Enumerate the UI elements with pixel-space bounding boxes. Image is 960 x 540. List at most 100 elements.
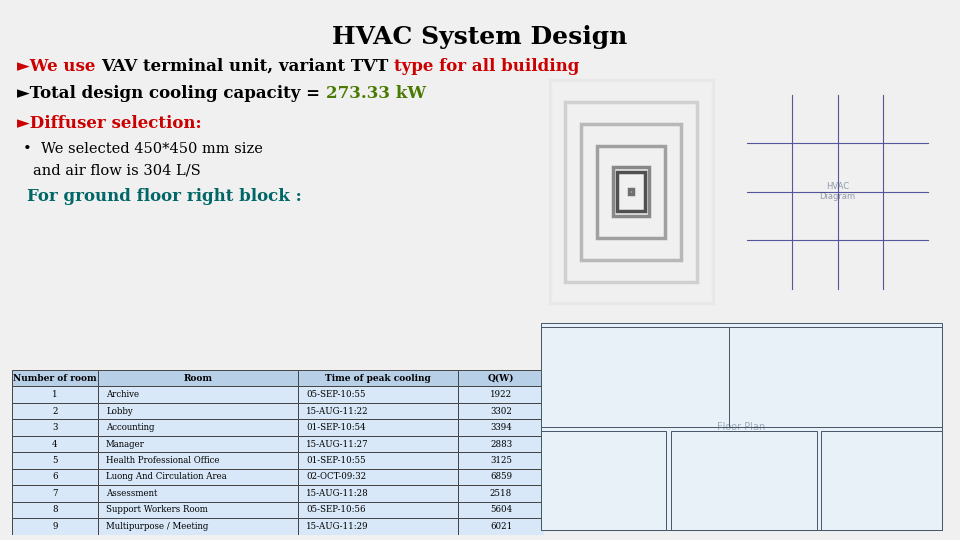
Bar — [541, 431, 666, 530]
Bar — [298, 403, 458, 419]
Bar — [821, 431, 942, 530]
Bar — [12, 419, 98, 436]
Bar — [298, 387, 458, 403]
Text: Support Workers Room: Support Workers Room — [107, 505, 208, 515]
Text: Number of room: Number of room — [13, 374, 97, 383]
Text: 15-AUG-11:22: 15-AUG-11:22 — [306, 407, 369, 416]
Bar — [458, 502, 544, 518]
Text: 15-AUG-11:27: 15-AUG-11:27 — [306, 440, 369, 449]
Bar — [12, 403, 98, 419]
Bar — [98, 453, 298, 469]
Bar — [12, 370, 98, 387]
Bar — [613, 167, 649, 216]
Bar — [458, 387, 544, 403]
Bar — [671, 431, 817, 530]
Bar — [12, 485, 98, 502]
Text: Lobby: Lobby — [107, 407, 132, 416]
Bar — [98, 436, 298, 453]
Bar — [98, 370, 298, 387]
Text: Floor Plan: Floor Plan — [717, 422, 766, 431]
Text: HVAC
Diagram: HVAC Diagram — [820, 182, 855, 201]
Bar — [12, 469, 98, 485]
Bar — [458, 436, 544, 453]
Bar — [298, 518, 458, 535]
Bar — [98, 469, 298, 485]
Text: Health Professional Office: Health Professional Office — [107, 456, 220, 465]
Bar — [12, 502, 98, 518]
Text: 1: 1 — [52, 390, 58, 399]
Text: 2518: 2518 — [490, 489, 512, 498]
Bar — [12, 436, 98, 453]
Bar — [565, 102, 697, 282]
Text: Time of peak cooling: Time of peak cooling — [324, 374, 431, 383]
Text: 4: 4 — [52, 440, 58, 449]
Bar — [98, 419, 298, 436]
Text: ►Diffuser selection:: ►Diffuser selection: — [17, 115, 202, 132]
Bar — [630, 189, 633, 194]
Bar — [458, 469, 544, 485]
Bar — [298, 453, 458, 469]
Bar — [98, 502, 298, 518]
Text: 01-SEP-10:55: 01-SEP-10:55 — [306, 456, 366, 465]
Text: ►Total design cooling capacity =: ►Total design cooling capacity = — [17, 85, 326, 102]
Text: 2883: 2883 — [490, 440, 512, 449]
Text: 5: 5 — [52, 456, 58, 465]
Bar — [98, 518, 298, 535]
Bar — [729, 327, 942, 427]
Bar — [458, 485, 544, 502]
Bar — [582, 124, 681, 260]
Text: For ground floor right block :: For ground floor right block : — [27, 188, 302, 205]
Bar — [98, 403, 298, 419]
Text: 5604: 5604 — [490, 505, 512, 515]
Bar — [12, 518, 98, 535]
Text: 273.33 kW: 273.33 kW — [326, 85, 426, 102]
Text: 9: 9 — [52, 522, 58, 531]
Text: 3302: 3302 — [491, 407, 512, 416]
Bar — [298, 485, 458, 502]
Text: 05-SEP-10:56: 05-SEP-10:56 — [306, 505, 366, 515]
Text: and air flow is 304 L/S: and air flow is 304 L/S — [34, 164, 201, 178]
Text: 15-AUG-11:28: 15-AUG-11:28 — [306, 489, 369, 498]
Text: 05-SEP-10:55: 05-SEP-10:55 — [306, 390, 366, 399]
Text: Accounting: Accounting — [107, 423, 155, 432]
Text: 6: 6 — [52, 472, 58, 482]
Text: 3: 3 — [52, 423, 58, 432]
Text: 2: 2 — [52, 407, 58, 416]
Bar — [298, 436, 458, 453]
Bar — [541, 327, 729, 427]
Text: 6859: 6859 — [490, 472, 512, 482]
Bar — [458, 403, 544, 419]
Bar — [617, 172, 645, 211]
Text: 15-AUG-11:29: 15-AUG-11:29 — [306, 522, 369, 531]
Bar — [98, 387, 298, 403]
Bar — [12, 387, 98, 403]
Text: 1922: 1922 — [490, 390, 512, 399]
Bar — [458, 419, 544, 436]
Text: •  We selected 450*450 mm size: • We selected 450*450 mm size — [23, 142, 263, 156]
Text: ►We use: ►We use — [17, 58, 102, 75]
Bar — [298, 502, 458, 518]
Bar — [298, 469, 458, 485]
Bar — [98, 485, 298, 502]
Text: Assessment: Assessment — [107, 489, 157, 498]
Text: 3125: 3125 — [490, 456, 512, 465]
Bar — [298, 370, 458, 387]
Bar — [12, 453, 98, 469]
Text: Multipurpose / Meeting: Multipurpose / Meeting — [107, 522, 208, 531]
Text: 3394: 3394 — [491, 423, 512, 432]
Bar — [298, 419, 458, 436]
Text: 02-OCT-09:32: 02-OCT-09:32 — [306, 472, 366, 482]
Bar — [458, 518, 544, 535]
Text: Room: Room — [183, 374, 212, 383]
Text: 01-SEP-10:54: 01-SEP-10:54 — [306, 423, 366, 432]
Bar — [597, 145, 665, 238]
Text: Manager: Manager — [107, 440, 145, 449]
Text: 7: 7 — [52, 489, 58, 498]
Text: 6021: 6021 — [490, 522, 512, 531]
Text: Archive: Archive — [107, 390, 139, 399]
Text: HVAC System Design: HVAC System Design — [332, 25, 628, 49]
Text: 8: 8 — [52, 505, 58, 515]
Bar — [458, 370, 544, 387]
Text: VAV terminal unit, variant TVT: VAV terminal unit, variant TVT — [102, 58, 395, 75]
Text: Q(W): Q(W) — [488, 374, 515, 383]
